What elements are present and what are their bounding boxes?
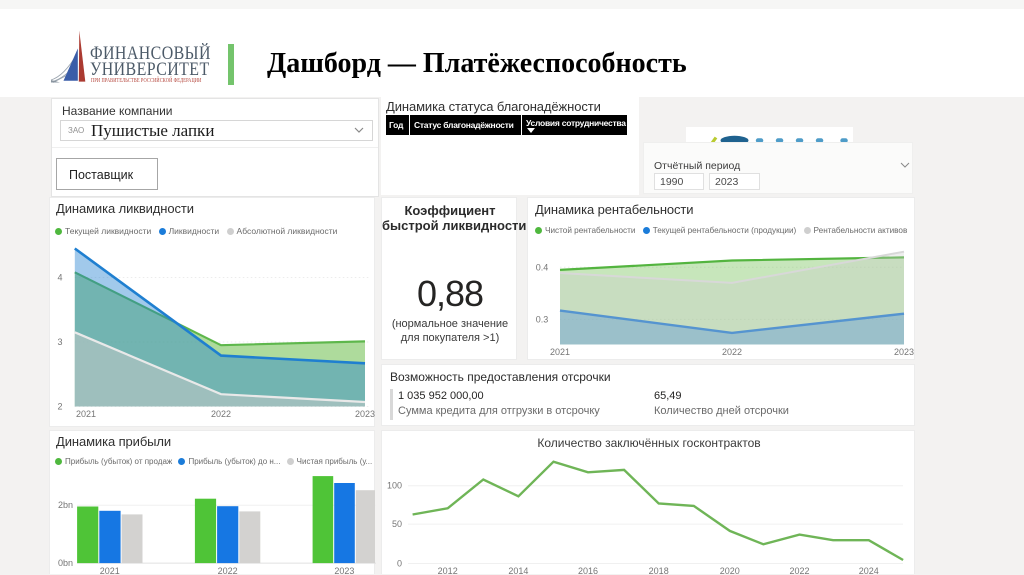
svg-text:2014: 2014 <box>508 566 528 575</box>
svg-text:4: 4 <box>57 273 62 283</box>
svg-text:0.4: 0.4 <box>536 262 549 272</box>
svg-text:2023: 2023 <box>894 347 914 357</box>
svg-text:0: 0 <box>397 559 402 569</box>
svg-text:100: 100 <box>387 481 402 491</box>
svg-text:0bn: 0bn <box>58 558 73 568</box>
svg-text:2021: 2021 <box>76 409 96 419</box>
svg-text:50: 50 <box>392 519 402 529</box>
svg-text:2022: 2022 <box>789 566 809 575</box>
svg-text:2024: 2024 <box>859 566 879 575</box>
svg-text:2022: 2022 <box>218 566 238 575</box>
svg-text:2022: 2022 <box>722 347 742 357</box>
svg-text:2023: 2023 <box>355 409 375 419</box>
svg-text:3: 3 <box>57 337 62 347</box>
svg-text:2016: 2016 <box>578 566 598 575</box>
svg-text:2021: 2021 <box>550 347 570 357</box>
svg-text:2020: 2020 <box>720 566 740 575</box>
svg-text:2bn: 2bn <box>58 500 73 510</box>
svg-text:2023: 2023 <box>334 566 354 575</box>
svg-text:2022: 2022 <box>211 409 231 419</box>
svg-text:2: 2 <box>57 402 62 412</box>
svg-text:2012: 2012 <box>438 566 458 575</box>
svg-text:2018: 2018 <box>649 566 669 575</box>
svg-text:0.3: 0.3 <box>536 314 549 324</box>
svg-text:2021: 2021 <box>100 566 120 575</box>
